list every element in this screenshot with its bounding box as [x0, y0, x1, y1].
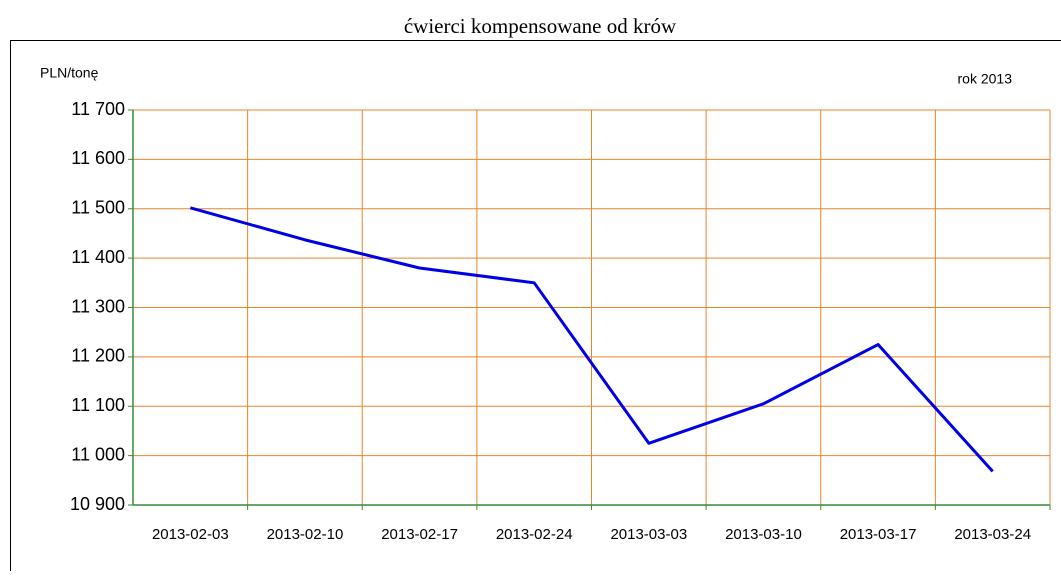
x-tick-label: 2013-03-03	[610, 526, 687, 543]
y-tick-label: 11 000	[71, 444, 125, 464]
y-tick-label: 11 300	[71, 296, 125, 316]
y-tick-label: 11 500	[71, 198, 125, 218]
x-tick-label: 2013-03-17	[840, 526, 917, 543]
x-tick-label: 2013-03-24	[954, 526, 1031, 543]
x-tick-label: 2013-02-24	[496, 526, 573, 543]
x-tick-label: 2013-02-03	[152, 526, 229, 543]
y-tick-label: 11 700	[71, 99, 125, 119]
y-tick-label: 11 100	[71, 395, 125, 415]
y-tick-label: 10 900	[70, 494, 125, 514]
x-tick-label: 2013-02-10	[267, 526, 344, 543]
x-tick-label: 2013-02-17	[381, 526, 458, 543]
chart-frame	[11, 41, 1061, 572]
y-tick-label: 11 600	[71, 148, 125, 168]
y-tick-label: 11 400	[71, 247, 125, 267]
y-tick-label: 11 200	[71, 346, 125, 366]
annotation: rok 2013	[958, 71, 1013, 87]
y-axis-label: PLN/tonę	[40, 65, 99, 81]
chart-title: ćwierci kompensowane od krów	[404, 14, 677, 38]
x-tick-label: 2013-03-10	[725, 526, 802, 543]
